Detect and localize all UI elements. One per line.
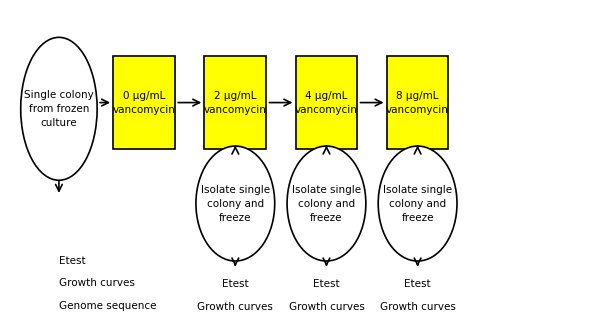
FancyBboxPatch shape	[113, 56, 175, 149]
Text: Etest: Etest	[313, 279, 340, 289]
Ellipse shape	[20, 37, 97, 180]
Text: Isolate single
colony and
freeze: Isolate single colony and freeze	[383, 184, 452, 223]
Text: 4 μg/mL
vancomycin: 4 μg/mL vancomycin	[295, 91, 358, 114]
FancyBboxPatch shape	[296, 56, 358, 149]
Text: Growth curves: Growth curves	[197, 302, 273, 312]
Text: Isolate single
colony and
freeze: Isolate single colony and freeze	[292, 184, 361, 223]
Text: Single colony
from frozen
culture: Single colony from frozen culture	[24, 90, 94, 128]
Ellipse shape	[287, 146, 366, 261]
Text: Genome sequence: Genome sequence	[59, 301, 157, 311]
Text: Growth curves: Growth curves	[289, 302, 364, 312]
FancyBboxPatch shape	[205, 56, 266, 149]
Text: Growth curves: Growth curves	[59, 278, 135, 288]
FancyBboxPatch shape	[387, 56, 448, 149]
Text: Etest: Etest	[404, 279, 431, 289]
Text: Etest: Etest	[222, 279, 248, 289]
Text: 8 μg/mL
vancomycin: 8 μg/mL vancomycin	[386, 91, 449, 114]
Ellipse shape	[378, 146, 457, 261]
Ellipse shape	[196, 146, 275, 261]
Text: Etest: Etest	[59, 256, 86, 266]
Text: Growth curves: Growth curves	[380, 302, 455, 312]
Text: 2 μg/mL
vancomycin: 2 μg/mL vancomycin	[204, 91, 267, 114]
Text: 0 μg/mL
vancomycin: 0 μg/mL vancomycin	[113, 91, 176, 114]
Text: Isolate single
colony and
freeze: Isolate single colony and freeze	[201, 184, 270, 223]
